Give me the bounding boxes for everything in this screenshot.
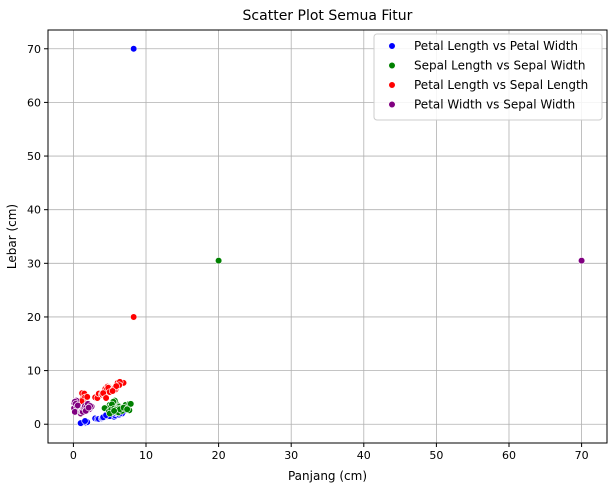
scatter-point xyxy=(127,400,135,408)
y-tick-label: 50 xyxy=(27,150,41,163)
scatter-point xyxy=(123,405,131,413)
scatter-point xyxy=(109,387,117,395)
y-tick-label: 30 xyxy=(27,257,41,270)
x-tick-label: 0 xyxy=(70,449,77,462)
legend-marker xyxy=(388,61,396,70)
chart-title: Scatter Plot Semua Fitur xyxy=(243,8,413,24)
legend-marker xyxy=(388,81,396,89)
scatter-point xyxy=(83,393,91,401)
legend-marker xyxy=(388,42,396,50)
legend: Petal Length vs Petal Width Sepal Length … xyxy=(373,33,603,121)
x-tick-label: 70 xyxy=(575,449,589,462)
x-axis-label: Panjang (cm) xyxy=(288,469,367,483)
x-tick-label: 10 xyxy=(139,449,153,462)
data-points xyxy=(70,45,586,428)
scatter-point xyxy=(102,394,110,402)
x-tick-label: 60 xyxy=(502,449,516,462)
x-tick-label: 30 xyxy=(284,449,298,462)
scatter-point xyxy=(110,407,118,415)
axis-ticks: 0 10 20 30 40 50 60 70 0 10 20 30 40 50 60 70 xyxy=(27,43,589,462)
x-tick-label: 20 xyxy=(212,449,226,462)
y-tick-label: 60 xyxy=(27,96,41,109)
legend-label: Sepal Length vs Sepal Width xyxy=(414,59,585,73)
y-axis-label: Lebar (cm) xyxy=(5,204,19,269)
y-tick-label: 10 xyxy=(27,365,41,378)
scatter-point xyxy=(577,257,586,265)
plot-frame xyxy=(47,29,608,444)
legend-box xyxy=(373,33,603,121)
legend-label: Petal Length vs Petal Width xyxy=(414,39,578,53)
scatter-point xyxy=(130,45,138,53)
y-tick-label: 40 xyxy=(27,204,41,217)
y-tick-label: 0 xyxy=(34,418,41,431)
scatter-point xyxy=(215,257,223,265)
legend-label: Petal Width vs Sepal Width xyxy=(414,98,575,112)
scatter-point xyxy=(85,404,93,412)
x-tick-label: 50 xyxy=(429,449,443,462)
y-tick-label: 20 xyxy=(27,311,41,324)
y-tick-label: 70 xyxy=(27,43,41,56)
legend-label: Petal Length vs Sepal Length xyxy=(414,78,588,92)
scatter-point xyxy=(130,313,138,321)
scatter-point xyxy=(112,382,120,390)
scatter-point xyxy=(81,417,89,425)
x-tick-label: 40 xyxy=(357,449,371,462)
legend-marker xyxy=(388,100,396,109)
